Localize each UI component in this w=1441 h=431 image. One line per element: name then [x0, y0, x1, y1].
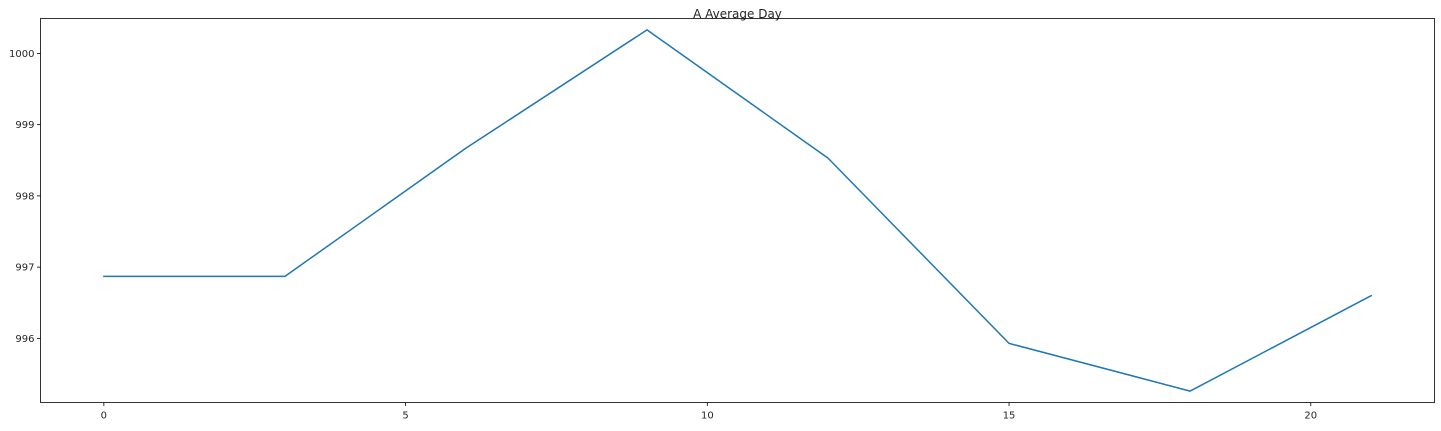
y-tick-label: 996 [15, 334, 34, 345]
x-tick-label: 20 [1304, 411, 1317, 422]
y-tick-label: 998 [15, 191, 34, 202]
y-tick-label: 1000 [9, 49, 34, 60]
x-tick-label: 10 [701, 411, 714, 422]
y-tick-label: 999 [15, 120, 34, 131]
x-tick-label: 5 [402, 411, 408, 422]
y-axis: 996 997 998 999 1000 [9, 49, 41, 345]
x-tick-label: 15 [1003, 411, 1016, 422]
y-tick-label: 997 [15, 263, 34, 274]
plot-area-frame [40, 18, 1435, 403]
x-tick-label: 0 [101, 411, 107, 422]
x-axis: 0 5 10 15 20 [101, 402, 1317, 422]
chart-title: A Average Day [693, 7, 782, 21]
series-layer [103, 29, 1373, 392]
series-line [103, 29, 1373, 392]
